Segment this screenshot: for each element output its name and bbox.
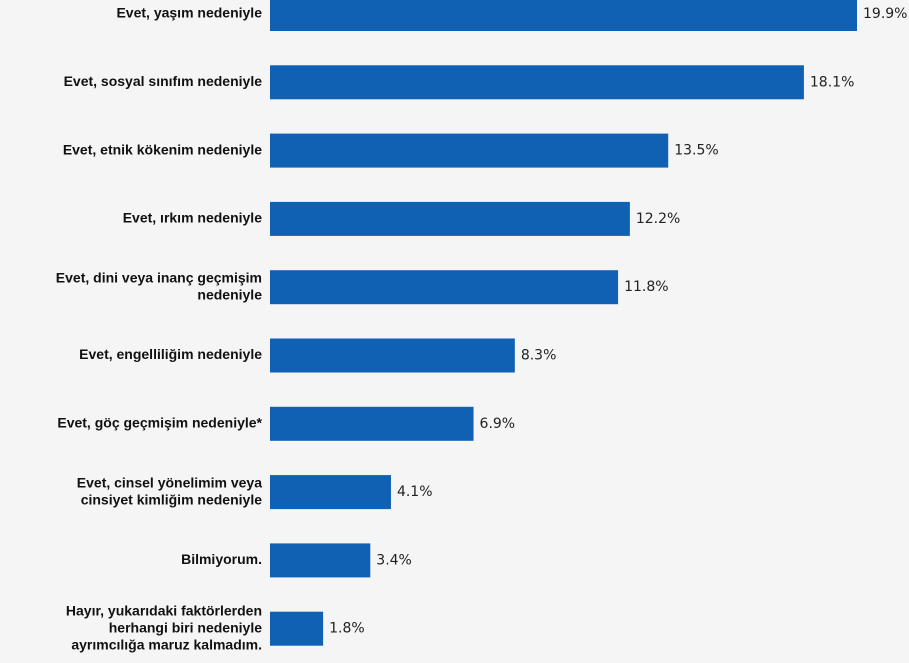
category-labels-group: Evet, yaşım nedeniyle Evet, sosyal sınıfı… [56, 5, 263, 653]
category-label: Evet, ırkım nedeniyle [123, 210, 262, 226]
category-label: Evet, dini veya inanç geçmişim [56, 269, 262, 285]
category-label: Evet, etnik kökenim nedeniyle [63, 141, 262, 157]
value-label: 8.3% [521, 348, 557, 364]
category-label: Evet, yaşım nedeniyle [116, 5, 262, 21]
category-label: herhangi biri nedeniyle [109, 619, 262, 635]
bar [270, 133, 669, 168]
value-label: 19.9% [863, 6, 907, 22]
category-label: Hayır, yukarıdaki faktörlerden [66, 602, 262, 618]
value-label: 11.8% [624, 279, 668, 295]
category-label: Evet, engelliliğim nedeniyle [79, 346, 262, 362]
category-label: ayrımcılığa maruz kalmadım. [71, 636, 262, 652]
bar [270, 0, 857, 31]
category-label: cinsiyet kimliğim nedeniyle [81, 491, 263, 507]
bar [270, 270, 619, 305]
category-label: Evet, göç geçmişim nedeniyle* [57, 415, 262, 431]
value-label: 18.1% [810, 74, 854, 90]
bar [270, 406, 474, 441]
value-label: 1.8% [329, 621, 365, 637]
category-label: nedeniyle [197, 286, 262, 302]
bars-group [270, 0, 857, 646]
value-label: 12.2% [636, 211, 680, 227]
bar [270, 338, 515, 373]
bar [270, 475, 391, 510]
bar [270, 65, 804, 100]
bar [270, 543, 371, 578]
value-labels-group: 19.9% 18.1% 13.5% 12.2% 11.8% 8.3% 6.9% 4.1% 3.4… [329, 6, 907, 637]
bar [270, 611, 324, 646]
value-label: 6.9% [480, 416, 516, 432]
category-label: Evet, cinsel yönelimim veya [77, 474, 262, 490]
category-label: Evet, sosyal sınıfım nedeniyle [64, 73, 263, 89]
value-label: 13.5% [674, 143, 718, 159]
value-label: 3.4% [376, 552, 412, 568]
bar [270, 201, 630, 236]
value-label: 4.1% [397, 484, 433, 500]
category-label: Bilmiyorum. [181, 551, 262, 567]
